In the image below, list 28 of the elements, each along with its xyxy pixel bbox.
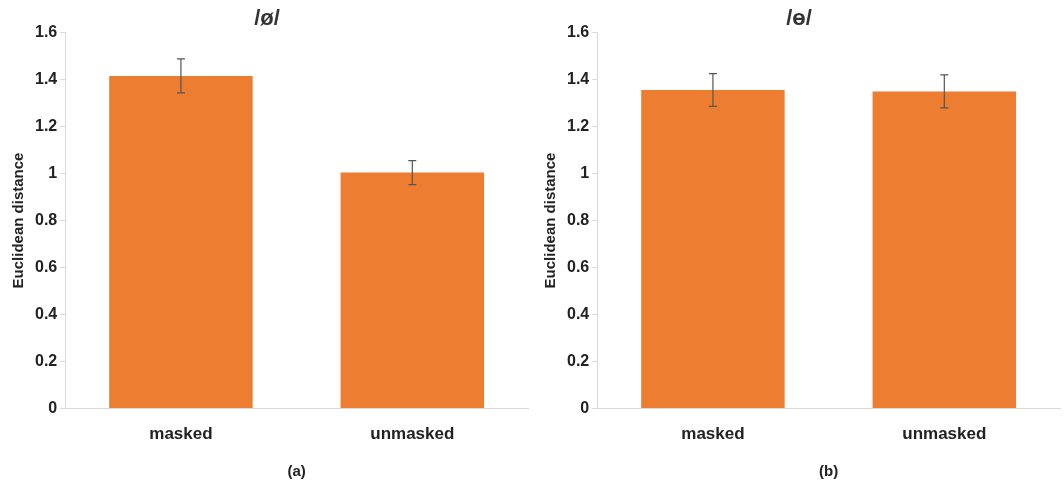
x-tick-label: masked xyxy=(149,424,213,444)
y-tick-label: 1.4 xyxy=(566,69,590,87)
y-tick-label: 0 xyxy=(580,399,590,417)
x-tick-label: masked xyxy=(681,424,745,444)
y-tick-label: 0.8 xyxy=(34,210,58,228)
y-tick-label: 0.2 xyxy=(34,351,58,369)
y-axis-title: Euclidean distance xyxy=(541,152,559,289)
y-tick-label: 1.6 xyxy=(566,22,590,40)
y-tick-label: 0.2 xyxy=(566,351,590,369)
y-tick-label: 1.2 xyxy=(566,116,590,134)
text: (b) xyxy=(819,461,839,479)
y-tick-label: 1 xyxy=(580,163,590,181)
y-tick-label: 1.6 xyxy=(34,22,58,40)
y-tick-label: 0.4 xyxy=(34,304,58,322)
y-tick-label: 0 xyxy=(48,399,58,417)
y-tick-label: 0.8 xyxy=(566,210,590,228)
x-tick-label: unmasked xyxy=(902,424,987,444)
x-tick-label: unmasked xyxy=(370,424,455,444)
y-tick-label: 0.4 xyxy=(566,304,590,322)
y-tick-label: 1 xyxy=(48,163,58,181)
y-tick-label: 0.6 xyxy=(566,257,590,275)
y-axis-title: Euclidean distance xyxy=(9,152,27,289)
y-tick-label: 1.4 xyxy=(34,69,58,87)
text: (a) xyxy=(287,461,306,479)
chart-title: /ɵ/ xyxy=(786,5,812,31)
y-tick-label: 1.2 xyxy=(34,116,58,134)
chart-title: /ø/ xyxy=(254,5,280,31)
y-tick-label: 0.6 xyxy=(34,257,58,275)
